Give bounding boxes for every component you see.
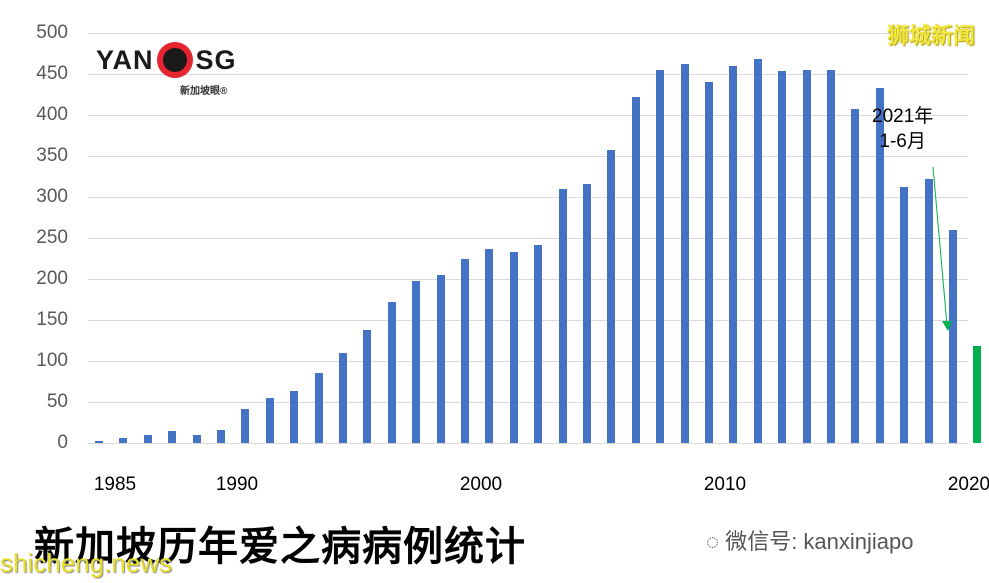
gridline (88, 74, 968, 75)
y-tick-label: 450 (36, 63, 68, 84)
bar-2012 (753, 59, 762, 443)
y-tick-label: 500 (36, 22, 68, 43)
bar-1985 (95, 441, 103, 443)
bar-2013 (778, 70, 787, 443)
bar-1988 (168, 430, 177, 443)
bar-2004 (558, 188, 567, 443)
bar-2017 (875, 87, 884, 443)
y-tick-label: 250 (36, 227, 68, 248)
bar-2015 (827, 69, 835, 443)
bar-1997 (387, 301, 396, 443)
gridline (88, 361, 968, 362)
map-pin-icon (156, 42, 193, 78)
y-tick-label: 100 (36, 350, 68, 371)
gridline (88, 115, 968, 116)
gridline (88, 443, 968, 444)
bar-1994 (314, 373, 323, 443)
bar-2020 (949, 229, 957, 443)
bar-1991 (241, 408, 250, 443)
annotation-arrow-icon (932, 166, 952, 331)
bar-1987 (143, 434, 152, 443)
gridline (88, 33, 968, 34)
y-tick-label: 150 (36, 309, 68, 330)
annotation-2021: 2021年 1-6月 (872, 104, 933, 154)
bar-2007 (631, 96, 640, 443)
bar-2010 (705, 82, 713, 443)
x-tick-label: 2000 (459, 474, 503, 495)
brand-watermark: 狮城新闻 (886, 23, 975, 48)
bar-2008 (656, 69, 665, 443)
bar-2000 (461, 258, 469, 443)
bar-2019 (924, 178, 933, 443)
gridline (88, 156, 968, 157)
gridline (88, 320, 968, 321)
x-tick-label: 2010 (703, 474, 747, 495)
bar-1993 (290, 391, 299, 443)
bar-1986 (119, 438, 128, 443)
chart-title: 新加坡历年爱之病病例统计 (34, 525, 526, 569)
y-tick-label: 400 (36, 104, 68, 125)
bar-2003 (534, 245, 543, 443)
bar-1990 (217, 429, 225, 443)
bar-2016 (851, 109, 860, 443)
bar-1999 (436, 274, 445, 443)
gridline (88, 238, 968, 239)
gridline (88, 197, 968, 198)
gridline (88, 402, 968, 403)
bar-2006 (607, 150, 616, 443)
bar-2018 (900, 187, 909, 443)
bar-1992 (265, 397, 274, 443)
bar-2011 (729, 65, 738, 443)
bar-2021 (973, 346, 982, 443)
y-tick-label: 50 (46, 391, 68, 412)
bar-1998 (412, 280, 421, 443)
site-watermark: shicheng.news (0, 548, 172, 578)
gridline (88, 279, 968, 280)
wechat-text: 微信号: kanxinjiapo (725, 529, 914, 554)
bar-2001 (485, 249, 494, 443)
wechat-id: ◌ 微信号: kanxinjiapo (706, 524, 914, 556)
logo-text-right: SG (195, 44, 237, 75)
annotation-line2: 1-6月 (879, 131, 926, 152)
bar-2005 (583, 183, 591, 443)
bar-2009 (680, 64, 689, 443)
yansg-logo: YAN SG (96, 42, 237, 78)
y-tick-label: 300 (36, 186, 68, 207)
x-tick-label: 2020 (947, 474, 989, 495)
y-tick-label: 200 (36, 268, 68, 289)
bar-2002 (509, 251, 518, 443)
bar-1995 (339, 352, 347, 443)
x-tick-label: 1990 (215, 474, 259, 495)
logo-text-left: YAN (96, 44, 154, 75)
wechat-icon: ◌ (706, 529, 726, 554)
bar-1996 (363, 329, 372, 443)
y-tick-label: 350 (36, 145, 68, 166)
logo-subtitle: 新加坡眼® (180, 86, 228, 97)
y-tick-label: 0 (57, 432, 68, 453)
x-tick-label: 1985 (93, 474, 137, 495)
annotation-line1: 2021年 (872, 106, 934, 127)
bar-2014 (802, 69, 811, 443)
bar-1989 (192, 434, 201, 443)
